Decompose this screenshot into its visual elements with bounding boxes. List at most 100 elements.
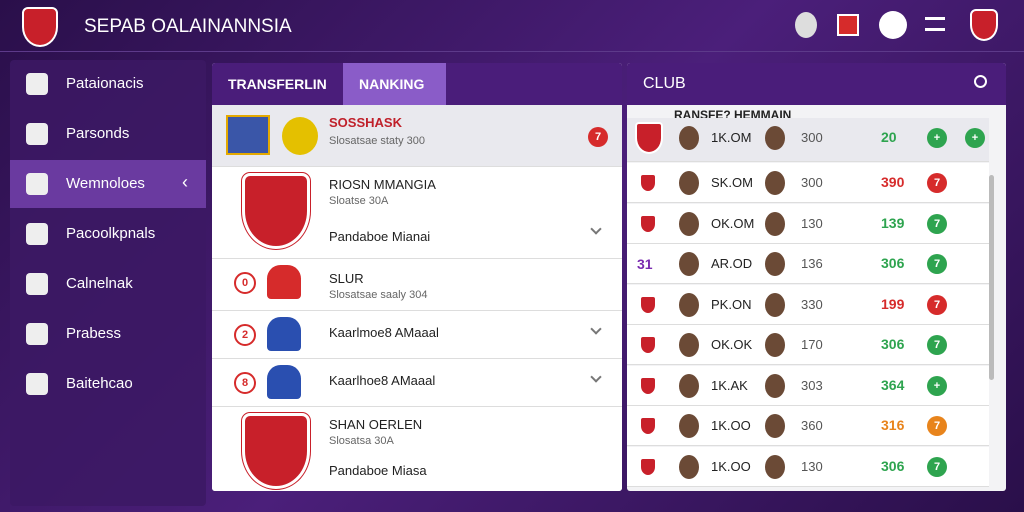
- icon[interactable]: [837, 14, 859, 36]
- club-row[interactable]: 1K.OO 360 316 7: [627, 406, 989, 446]
- item-title: SHAN OERLEN: [329, 417, 423, 432]
- list-item[interactable]: RIOSN MMANGIA Sloatse 30A Pandaboe Mianai: [212, 167, 622, 259]
- badge-circle: [234, 324, 256, 346]
- club-row[interactable]: 1K.OO 130 306 7: [627, 446, 989, 487]
- club-row[interactable]: 1K.AK 303 364 +: [627, 365, 989, 406]
- player-avatar: [679, 211, 699, 236]
- player-avatar: [679, 252, 699, 276]
- tab[interactable]: TRANSFERLIN: [212, 63, 343, 105]
- tab[interactable]: NANKING: [343, 63, 446, 105]
- header: SEPAB OALAINANNSIA: [0, 0, 1024, 52]
- player-avatar: [679, 414, 699, 438]
- status-badge[interactable]: +: [965, 128, 985, 148]
- player-avatar: [765, 126, 785, 150]
- nav-item[interactable]: Parsonds: [10, 110, 206, 158]
- player-name: 1K.OO: [711, 418, 751, 433]
- player-avatar: [679, 126, 699, 150]
- nav-item[interactable]: Pataionacis: [10, 60, 206, 108]
- tab-label: TRANSFERLIN: [228, 76, 327, 92]
- list-item[interactable]: SLUR Slosatsae saaly 304 0: [212, 259, 622, 311]
- player-value: 330: [801, 296, 823, 312]
- menu[interactable]: [925, 17, 945, 31]
- player-name: OK.OM: [711, 215, 755, 231]
- sidebar: Pataionacis Parsonds Wemnoloes ‹ Pacoolkpnal…: [10, 60, 206, 506]
- nav-item[interactable]: Baitehcao: [10, 360, 206, 408]
- player-score: 364: [881, 376, 905, 393]
- club-crest: [639, 416, 657, 436]
- player-avatar: [267, 317, 301, 351]
- icon[interactable]: [879, 11, 907, 39]
- player-avatar: [679, 292, 699, 317]
- status-badge[interactable]: 7: [927, 335, 947, 355]
- club-row[interactable]: OK.OM 130 139 7: [627, 203, 989, 244]
- app-title: SEPAB OALAINANNSIA: [84, 16, 292, 37]
- icon[interactable]: [970, 9, 998, 41]
- player-value: 300: [801, 175, 823, 190]
- status-badge[interactable]: 7: [927, 456, 947, 477]
- list-item[interactable]: Kaarlhoe8 AMaaal 8: [212, 359, 622, 407]
- player-value: 303: [801, 377, 823, 393]
- player-score: 199: [881, 295, 905, 312]
- player-avatar: [679, 373, 699, 398]
- status-badge[interactable]: 7: [927, 213, 947, 234]
- player-value: 170: [801, 337, 823, 352]
- badge-circle: [234, 372, 256, 394]
- player-score: 316: [881, 417, 905, 433]
- nav-icon: [26, 373, 48, 395]
- list-item[interactable]: SHAN OERLEN Slosatsa 30A Pandaboe Miasa: [212, 407, 622, 491]
- club-row[interactable]: 31 AR.OD 136 306 7: [627, 244, 989, 284]
- player-avatar: [765, 171, 785, 195]
- icon[interactable]: [795, 12, 817, 38]
- player-avatar: [765, 414, 785, 438]
- club-crest: [639, 375, 657, 396]
- player-avatar: [765, 211, 785, 236]
- player-avatar: [267, 365, 301, 399]
- status-badge[interactable]: 7: [927, 416, 947, 436]
- player-avatar: [679, 454, 699, 479]
- player-score: 390: [881, 174, 905, 190]
- status-badge[interactable]: 7: [927, 254, 947, 274]
- status-badge[interactable]: 7: [927, 173, 947, 193]
- player-name: SK.OM: [711, 175, 753, 190]
- nav-item[interactable]: Pacoolkpnals: [10, 210, 206, 258]
- search[interactable]: [974, 75, 987, 88]
- tab-label: NANKING: [359, 76, 425, 92]
- item-title: Kaarlhoe8 AMaaal: [329, 373, 436, 388]
- list-item[interactable]: Kaarlmoe8 AMaaal 2: [212, 311, 622, 359]
- club-crest: [241, 412, 311, 490]
- player-avatar: [765, 292, 785, 317]
- chevron[interactable]: [590, 371, 602, 383]
- club-crest: [639, 335, 657, 355]
- player-value: 300: [801, 130, 823, 145]
- badge-circle: [234, 272, 256, 294]
- nav-icon: [26, 73, 48, 95]
- badge: 7: [588, 127, 608, 147]
- list-item[interactable]: SOSSHASK Slosatsae staty 300 7: [212, 105, 622, 167]
- player-name: 1K.OO: [711, 458, 751, 474]
- club-row[interactable]: PK.ON 330 199 7: [627, 284, 989, 325]
- logo: [22, 7, 58, 47]
- nav-label: Pataionacis: [66, 75, 144, 92]
- scrollbar: [989, 175, 994, 380]
- nav-icon: [26, 273, 48, 295]
- club-row[interactable]: 1K.OM 300 20 + +: [627, 118, 989, 162]
- nav-item[interactable]: Calnelnak: [10, 260, 206, 308]
- middle-panel: TRANSFERLIN NANKING SOSSHASK Slosatsae sta…: [212, 63, 622, 491]
- player-name: PK.ON: [711, 296, 752, 312]
- nav-item[interactable]: Wemnoloes ‹: [10, 160, 206, 208]
- club-crest: [639, 456, 657, 477]
- club-row[interactable]: SK.OM 300 390 7: [627, 163, 989, 203]
- status-badge[interactable]: +: [927, 375, 947, 396]
- player-value: 360: [801, 418, 823, 433]
- player-card: [226, 115, 270, 155]
- nav-icon: [26, 123, 48, 145]
- player-name: AR.OD: [711, 256, 753, 271]
- club-row[interactable]: OK.OK 170 306 7: [627, 325, 989, 365]
- nav-label: Baitehcao: [66, 375, 133, 392]
- status-badge[interactable]: 7: [927, 294, 947, 315]
- chevron[interactable]: [590, 223, 602, 235]
- panel-title: CLUB: [643, 75, 686, 92]
- status-badge[interactable]: +: [927, 128, 947, 148]
- nav-item[interactable]: Prabess: [10, 310, 206, 358]
- chevron[interactable]: [590, 323, 602, 335]
